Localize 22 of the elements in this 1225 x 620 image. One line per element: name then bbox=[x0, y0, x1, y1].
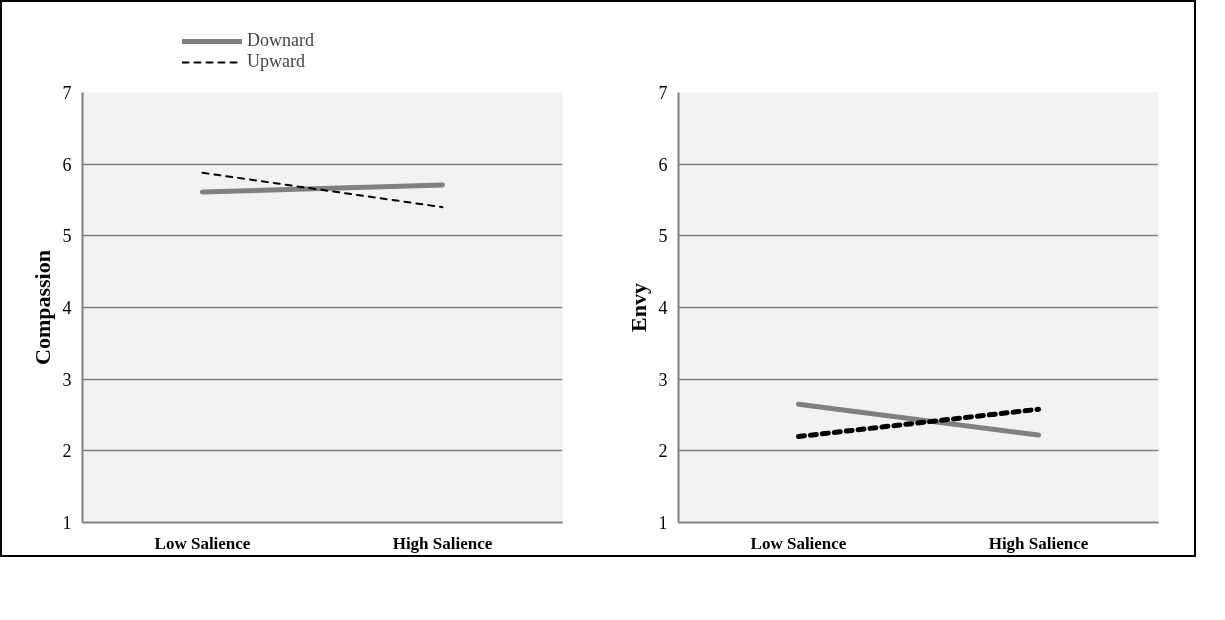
y-tick-label: 2 bbox=[62, 441, 72, 462]
y-tick-label: 6 bbox=[658, 154, 668, 175]
y-tick-label: 1 bbox=[62, 513, 72, 533]
x-tick-label: Low Salience bbox=[154, 533, 251, 553]
y-tick-label: 2 bbox=[658, 441, 668, 462]
y-tick-label: 7 bbox=[658, 83, 668, 103]
y-tick-label: 3 bbox=[62, 369, 72, 390]
x-tick-label: Low Salience bbox=[750, 533, 847, 553]
y-tick-label: 1 bbox=[658, 513, 668, 533]
x-tick-label: High Salience bbox=[988, 533, 1089, 553]
y-tick-label: 4 bbox=[658, 298, 668, 318]
y-tick-label: 3 bbox=[658, 369, 668, 390]
y-tick-label: 6 bbox=[62, 154, 72, 175]
y-tick-label: 5 bbox=[62, 226, 72, 247]
y-tick-label: 7 bbox=[62, 83, 72, 103]
y-axis-title: Compassion bbox=[29, 250, 55, 365]
legend-label: Upward bbox=[247, 51, 305, 72]
legend-label: Downard bbox=[247, 30, 314, 51]
y-tick-label: 4 bbox=[62, 298, 72, 318]
y-tick-label: 5 bbox=[658, 226, 668, 247]
y-axis-title: Envy bbox=[625, 283, 651, 332]
x-tick-label: High Salience bbox=[392, 533, 493, 553]
